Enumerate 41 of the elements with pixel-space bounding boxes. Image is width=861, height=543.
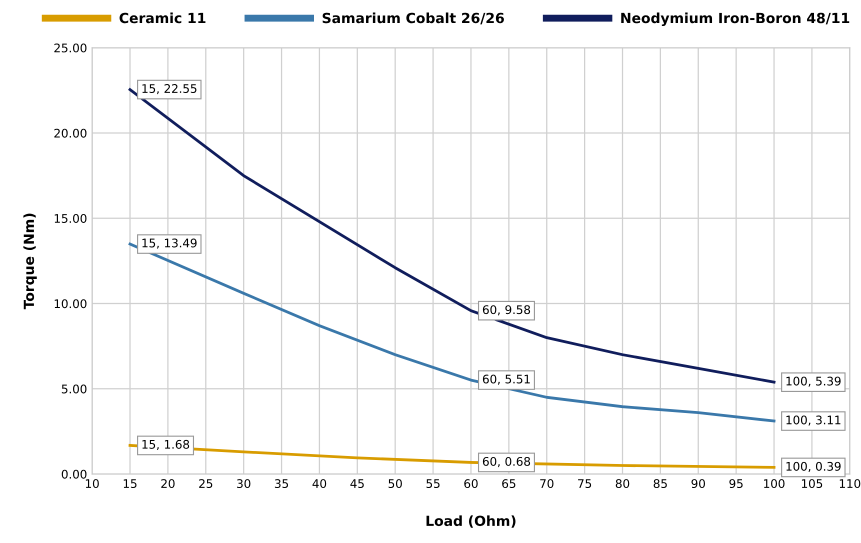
y-tick-label: 10.00 [54, 299, 86, 308]
x-tick-label: 90 [692, 479, 705, 488]
x-tick-label: 55 [426, 479, 440, 488]
x-tick-label: 60 [464, 479, 478, 488]
data-label: 100, 0.39 [786, 462, 841, 472]
y-axis-title: Torque (Nm) [23, 214, 37, 310]
x-tick-label: 50 [388, 479, 402, 488]
x-axis-title: Load (Ohm) [426, 515, 516, 528]
data-label: 60, 9.58 [482, 305, 530, 316]
data-label: 15, 22.55 [142, 84, 196, 94]
x-tick-label: 105 [802, 479, 822, 488]
data-label: 60, 0.68 [482, 456, 530, 468]
y-tick-label: 5.00 [62, 384, 86, 394]
x-tick-label: 25 [199, 479, 212, 488]
x-tick-label: 110 [840, 479, 860, 488]
legend-label: Neodymium Iron-Boron 48/11 [621, 12, 850, 26]
x-tick-label: 45 [350, 479, 364, 488]
y-tick-label: 20.00 [54, 128, 86, 138]
x-tick-label: 30 [237, 479, 250, 488]
x-tick-label: 40 [312, 479, 326, 488]
x-tick-label: 95 [729, 479, 743, 488]
x-tick-label: 75 [578, 479, 592, 488]
x-tick-label: 20 [161, 479, 175, 488]
data-label: 15, 13.49 [142, 238, 197, 249]
x-tick-label: 15 [124, 479, 136, 488]
y-tick-label: 0.00 [62, 470, 86, 479]
data-label: 15, 1.68 [142, 440, 190, 450]
x-tick-label: 85 [654, 479, 667, 488]
x-tick-label: 10 [86, 479, 99, 488]
data-label: 100, 5.39 [786, 376, 841, 387]
x-tick-label: 80 [616, 479, 630, 488]
y-tick-label: 15.00 [54, 214, 86, 223]
x-tick-label: 100 [764, 479, 785, 488]
data-label: 60, 5.51 [482, 374, 530, 385]
x-tick-label: 70 [540, 479, 554, 488]
x-tick-label: 65 [502, 479, 516, 488]
data-label: 100, 3.11 [786, 416, 840, 426]
legend-label: Samarium Cobalt 26/26 [322, 12, 504, 24]
y-tick-label: 25.00 [54, 44, 86, 52]
x-tick-label: 35 [274, 479, 288, 488]
legend-label: Ceramic 11 [120, 12, 206, 24]
